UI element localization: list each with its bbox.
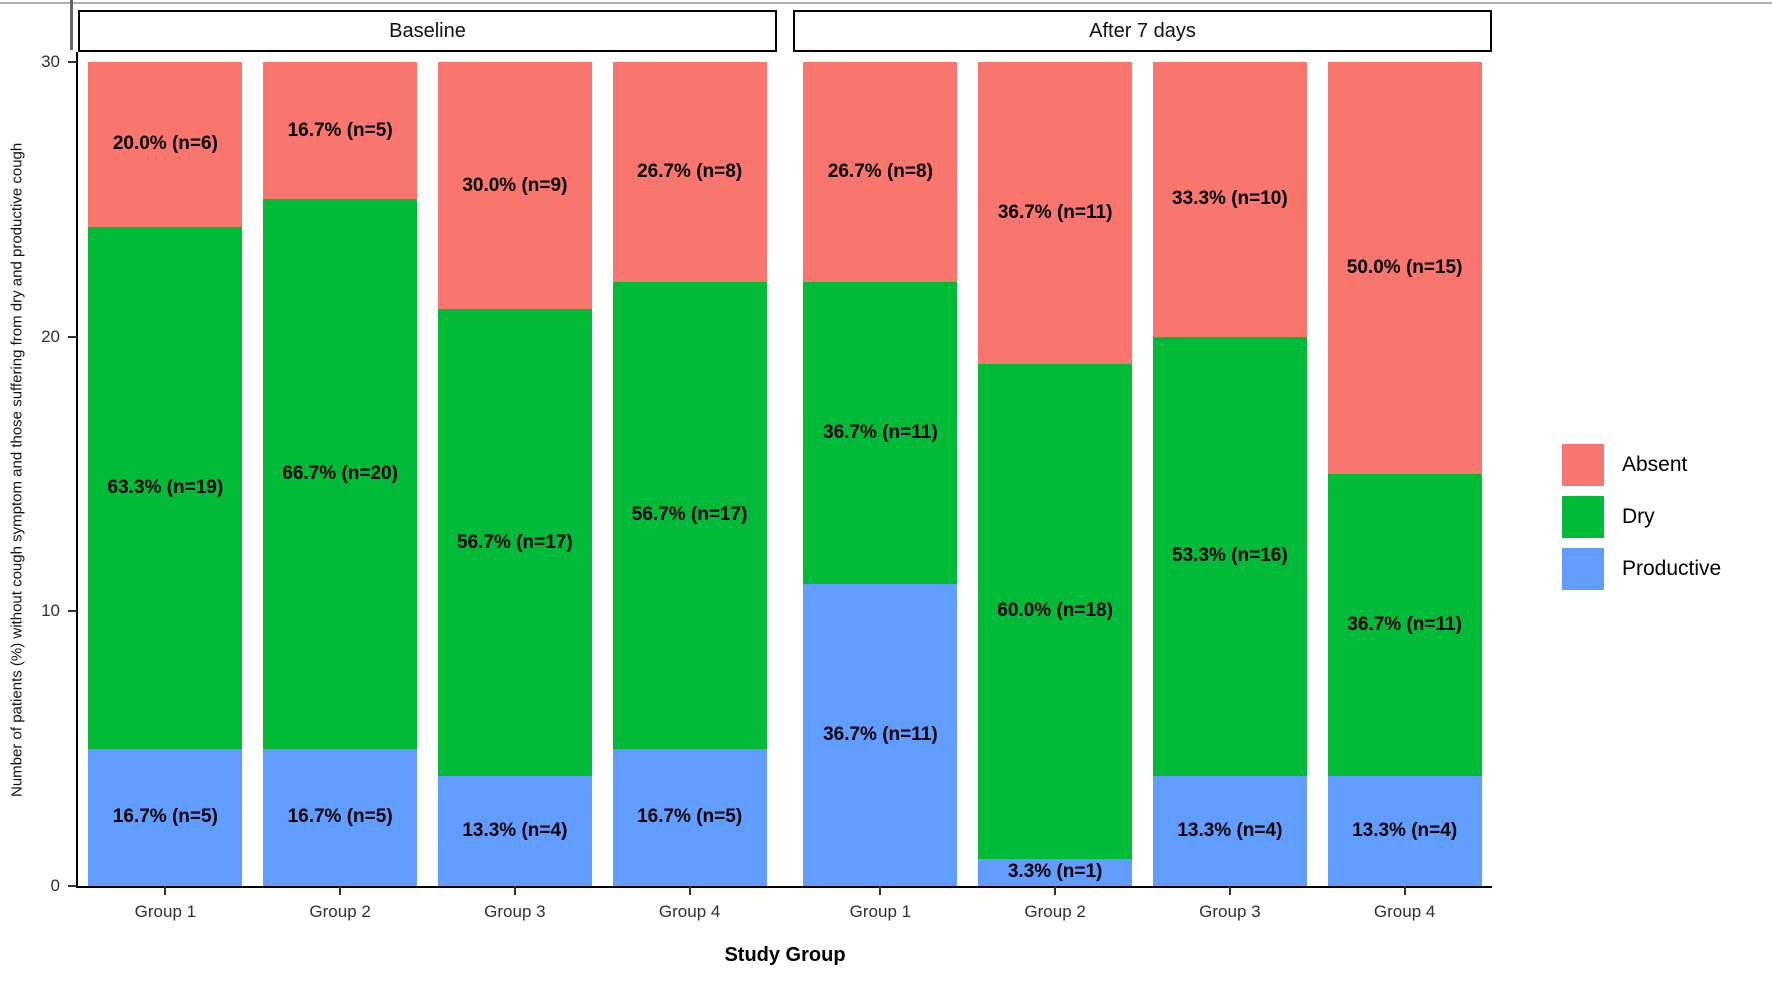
x-tick-label: Group 3: [1199, 902, 1261, 921]
segment-label: 66.7% (n=20): [282, 462, 398, 484]
segment-label: 13.3% (n=4): [1177, 820, 1283, 842]
x-tick-mark: [1054, 886, 1057, 895]
bar-segment-absent: 16.7% (n=5): [263, 62, 418, 200]
x-axis-line: [78, 886, 1492, 888]
bar-segment-productive: 13.3% (n=4): [437, 776, 592, 886]
y-tick-label: 20: [41, 326, 60, 346]
bar-segment-productive: 16.7% (n=5): [612, 748, 767, 886]
segment-label: 56.7% (n=17): [457, 531, 573, 553]
bar-segment-absent: 33.3% (n=10): [1152, 62, 1307, 337]
segment-label: 16.7% (n=5): [112, 806, 218, 828]
x-tick-mark: [339, 886, 342, 895]
legend-key-swatch: [1562, 496, 1604, 538]
bar-segment-productive: 16.7% (n=5): [263, 748, 418, 886]
segment-label: 13.3% (n=4): [1352, 820, 1458, 842]
bar-segment-dry: 66.7% (n=20): [263, 199, 418, 749]
bar-segment-dry: 36.7% (n=11): [1327, 474, 1482, 777]
y-axis-line: [76, 52, 78, 888]
bar-segment-dry: 53.3% (n=16): [1152, 336, 1307, 777]
bar-segment-absent: 36.7% (n=11): [978, 62, 1133, 365]
segment-label: 36.7% (n=11): [1347, 614, 1462, 636]
segment-label: 36.7% (n=11): [823, 723, 938, 745]
x-tick-label: Group 4: [658, 902, 721, 921]
y-tick-mark: [68, 335, 77, 338]
bar-segment-absent: 20.0% (n=6): [88, 62, 243, 227]
x-tick-label: Group 2: [1024, 902, 1086, 921]
segment-label: 26.7% (n=8): [827, 160, 933, 182]
bar-segment-dry: 60.0% (n=18): [978, 364, 1133, 859]
x-tick-mark: [1228, 886, 1231, 895]
x-tick-label: Group 1: [134, 902, 197, 921]
segment-label: 16.7% (n=5): [287, 119, 393, 141]
bar-segment-absent: 26.7% (n=8): [803, 62, 958, 282]
segment-label: 3.3% (n=1): [1007, 861, 1103, 883]
x-axis-title: Study Group: [724, 944, 846, 966]
legend: Absent Dry Productive: [1562, 444, 1721, 590]
x-tick-mark: [1403, 886, 1406, 895]
y-tick-mark: [68, 61, 77, 63]
segment-label: 60.0% (n=18): [997, 600, 1113, 622]
y-tick-label: 30: [41, 52, 60, 71]
bar-segment-dry: 36.7% (n=11): [803, 281, 958, 584]
bar-segment-productive: 13.3% (n=4): [1327, 776, 1482, 886]
y-tick-mark: [68, 885, 77, 887]
bar-segment-absent: 50.0% (n=15): [1327, 62, 1482, 474]
bar-segment-productive: 36.7% (n=11): [803, 583, 958, 886]
segment-label: 13.3% (n=4): [462, 820, 568, 842]
facet-strip-baseline: Baseline: [78, 10, 777, 52]
segment-label: 16.7% (n=5): [287, 806, 393, 828]
bar-segment-dry: 63.3% (n=19): [88, 226, 243, 749]
legend-item-productive: Productive: [1562, 548, 1721, 590]
bar-segment-productive: 13.3% (n=4): [1152, 776, 1307, 886]
bar-segment-dry: 56.7% (n=17): [437, 309, 592, 777]
segment-label: 50.0% (n=15): [1346, 257, 1463, 278]
segment-label: 33.3% (n=10): [1172, 188, 1288, 210]
legend-label: Dry: [1622, 505, 1655, 528]
segment-label: 26.7% (n=8): [637, 160, 743, 182]
legend-item-dry: Dry: [1562, 496, 1721, 538]
x-tick-label: Group 3: [484, 902, 546, 921]
segment-label: 53.3% (n=16): [1172, 545, 1288, 567]
top-border-line: [0, 2, 1772, 4]
segment-label: 56.7% (n=17): [631, 504, 748, 526]
legend-key-swatch: [1562, 444, 1604, 486]
x-tick-mark: [879, 886, 882, 895]
y-axis-title: Number of patients (%) without cough sym…: [8, 142, 26, 798]
segment-label: 36.7% (n=11): [997, 202, 1113, 224]
bar-segment-absent: 30.0% (n=9): [437, 62, 592, 310]
facet-strip-after-7-days: After 7 days: [793, 10, 1492, 52]
bar-segment-productive: 3.3% (n=1): [978, 858, 1133, 886]
x-tick-mark: [513, 886, 516, 895]
segment-label: 63.3% (n=19): [107, 476, 224, 498]
x-tick-label: Group 4: [1373, 902, 1436, 921]
x-tick-label: Group 2: [309, 902, 371, 921]
segment-label: 30.0% (n=9): [462, 174, 568, 196]
x-tick-mark: [164, 886, 167, 895]
legend-label: Absent: [1622, 453, 1688, 476]
bar-segment-dry: 56.7% (n=17): [612, 281, 767, 749]
bar-segment-productive: 16.7% (n=5): [88, 748, 243, 886]
legend-label: Productive: [1622, 557, 1722, 580]
segment-label: 36.7% (n=11): [823, 421, 938, 443]
x-tick-label: Group 1: [849, 902, 912, 921]
y-tick-mark: [68, 610, 77, 613]
y-tick-label: 0: [50, 876, 60, 895]
segment-label: 20.0% (n=6): [112, 133, 218, 155]
legend-item-absent: Absent: [1562, 444, 1721, 486]
x-tick-mark: [688, 886, 691, 895]
y-tick-label: 10: [41, 601, 60, 621]
bar-segment-absent: 26.7% (n=8): [612, 62, 767, 282]
left-border-line: [70, 0, 73, 50]
segment-label: 16.7% (n=5): [637, 806, 743, 828]
legend-key-swatch: [1562, 548, 1604, 590]
